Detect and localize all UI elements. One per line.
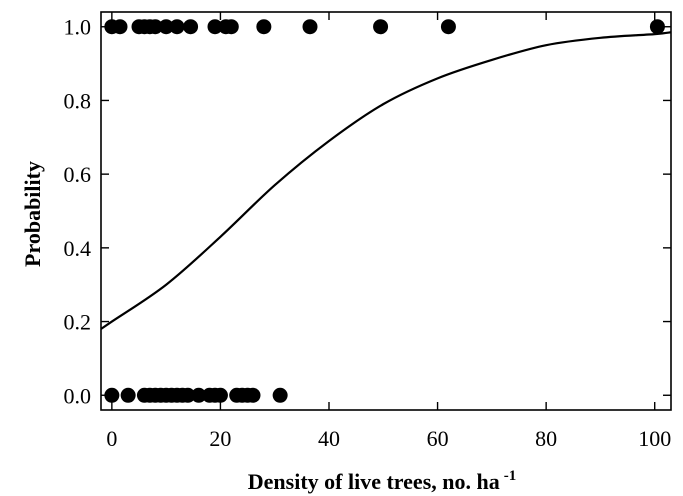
x-axis-ticks: 0 20 40 60 80 100	[106, 12, 671, 451]
data-point	[183, 19, 199, 35]
data-point	[440, 19, 456, 35]
data-point	[120, 387, 136, 403]
x-axis-title: Density of live trees, no. ha -1	[248, 468, 516, 494]
data-point	[649, 19, 665, 35]
y-tick-label: 0.6	[64, 162, 92, 187]
data-point	[373, 19, 389, 35]
y-tick-label: 0.4	[64, 236, 92, 261]
data-point	[147, 19, 163, 35]
x-tick-label: 20	[209, 426, 231, 451]
x-tick-label: 60	[427, 426, 449, 451]
fitted-curve	[100, 31, 672, 330]
x-tick-label: 100	[638, 426, 671, 451]
fitted-curve-layer	[100, 31, 672, 330]
x-tick-label: 0	[106, 426, 117, 451]
y-axis-title: Probability	[20, 161, 45, 267]
data-points-layer	[104, 19, 665, 403]
plot-frame	[100, 11, 672, 411]
y-tick-label: 0.2	[64, 310, 92, 335]
data-point	[112, 19, 128, 35]
data-point	[104, 387, 120, 403]
data-point	[245, 387, 261, 403]
data-point	[223, 19, 239, 35]
x-tick-label: 40	[318, 426, 340, 451]
x-axis-title-superscript: -1	[504, 468, 517, 484]
plot-border	[100, 11, 672, 411]
data-point	[212, 387, 228, 403]
y-axis-ticks: 0.0 0.2 0.4 0.6 0.8 1.0	[64, 15, 671, 408]
data-point	[272, 387, 288, 403]
y-tick-label: 0.0	[64, 383, 92, 408]
data-point	[191, 387, 207, 403]
data-point	[169, 19, 185, 35]
y-tick-label: 0.8	[64, 88, 92, 113]
data-point	[256, 19, 272, 35]
data-point	[302, 19, 318, 35]
data-point	[180, 387, 196, 403]
data-point	[158, 19, 174, 35]
data-point	[207, 19, 223, 35]
x-tick-label: 80	[535, 426, 557, 451]
y-tick-label: 1.0	[64, 15, 92, 40]
x-axis-title-text: Density of live trees, no. ha	[248, 469, 500, 494]
